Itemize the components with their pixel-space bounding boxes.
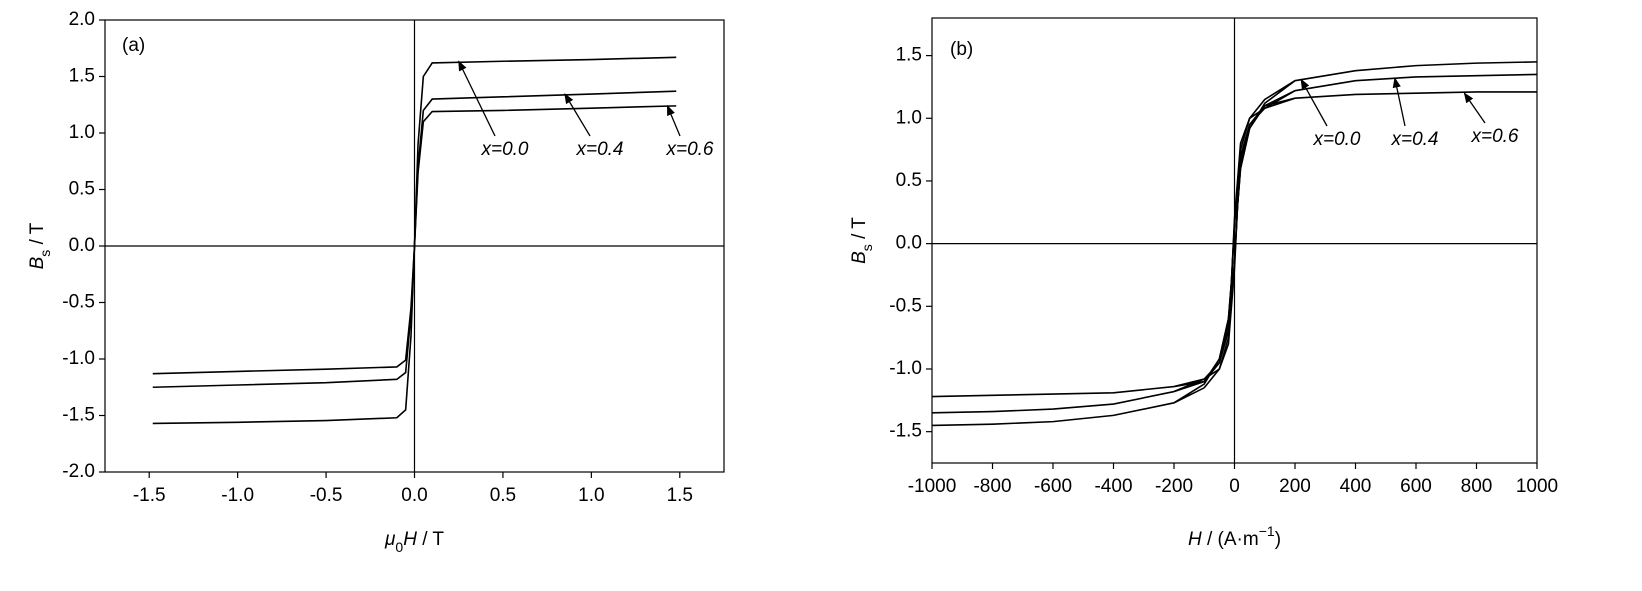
axis-label: μ0H / T bbox=[384, 529, 444, 555]
x-tick-label: 1.5 bbox=[667, 485, 693, 506]
y-tick-label: 0.5 bbox=[69, 179, 95, 200]
annotation-arrow bbox=[666, 104, 681, 137]
y-tick-label: -2.0 bbox=[62, 461, 95, 482]
axis-label-part: 0 bbox=[395, 539, 403, 555]
x-tick-label: -800 bbox=[973, 476, 1011, 497]
y-tick-label: -1.5 bbox=[62, 405, 95, 426]
curve bbox=[931, 91, 1537, 398]
annotation: x=0.0 bbox=[1312, 129, 1360, 150]
y-tick-label: -1.5 bbox=[889, 421, 922, 442]
axis-label-part: −1 bbox=[1259, 523, 1275, 539]
x-tick-label: 200 bbox=[1279, 476, 1311, 497]
x-tick-label: -200 bbox=[1155, 476, 1193, 497]
curve bbox=[152, 105, 677, 375]
y-tick-label: -0.5 bbox=[62, 292, 95, 313]
annotation-arrow bbox=[458, 60, 496, 137]
axis-label-part: / (A·m bbox=[1202, 529, 1259, 550]
axis-label-part: H bbox=[403, 529, 417, 550]
y-tick-label: 2.0 bbox=[69, 9, 95, 30]
y-tick-label: 1.0 bbox=[896, 107, 922, 128]
y-tick-label: 1.5 bbox=[896, 45, 922, 66]
annotation-arrow bbox=[1392, 77, 1406, 127]
x-tick-label: -0.5 bbox=[310, 485, 343, 506]
x-tick-label: 400 bbox=[1340, 476, 1372, 497]
x-tick-label: 800 bbox=[1461, 476, 1493, 497]
axis-label-part: s bbox=[37, 250, 53, 257]
axis-label-part: H bbox=[1188, 529, 1202, 550]
axis-label-part: / T bbox=[849, 217, 870, 244]
x-tick-label: 600 bbox=[1400, 476, 1432, 497]
annotation-arrow bbox=[1300, 78, 1328, 127]
x-tick-label: 1000 bbox=[1516, 476, 1558, 497]
x-tick-label: -1.0 bbox=[221, 485, 254, 506]
axis-label-part: / T bbox=[27, 222, 48, 249]
panel-label: (b) bbox=[950, 39, 973, 60]
axis-label-part: ) bbox=[1275, 529, 1281, 550]
x-tick-label: 0.0 bbox=[401, 485, 427, 506]
annotation-arrow bbox=[564, 93, 591, 137]
y-tick-label: 0.5 bbox=[896, 170, 922, 191]
annotation: x=0.4 bbox=[1390, 129, 1438, 150]
annotation: x=0.4 bbox=[575, 139, 623, 160]
axis-label-part: B bbox=[27, 256, 48, 269]
annotation: x=0.6 bbox=[665, 139, 713, 160]
x-tick-label: 0 bbox=[1229, 476, 1240, 497]
x-tick-label: 1.0 bbox=[578, 485, 604, 506]
x-tick-label: -1.5 bbox=[133, 485, 166, 506]
axis-label: Bs / T bbox=[849, 217, 875, 264]
x-tick-label: -1000 bbox=[908, 476, 957, 497]
axis-label-part: B bbox=[849, 251, 870, 264]
x-tick-label: -600 bbox=[1034, 476, 1072, 497]
x-tick-label: -400 bbox=[1094, 476, 1132, 497]
y-tick-label: -1.0 bbox=[889, 358, 922, 379]
y-tick-label: 1.0 bbox=[69, 122, 95, 143]
axis-label: H / (A·m−1) bbox=[1188, 523, 1281, 550]
y-tick-label: 0.0 bbox=[69, 235, 95, 256]
y-tick-label: 1.5 bbox=[69, 66, 95, 87]
panel-label: (a) bbox=[122, 35, 145, 56]
x-tick-label: 0.5 bbox=[490, 485, 516, 506]
annotation-arrow bbox=[1463, 92, 1486, 124]
y-tick-label: -1.0 bbox=[62, 348, 95, 369]
axis-label-part: / T bbox=[417, 529, 444, 550]
y-tick-label: -0.5 bbox=[889, 295, 922, 316]
annotation: x=0.6 bbox=[1470, 126, 1518, 147]
axis-label-part: s bbox=[859, 244, 875, 251]
axis-label-part: μ bbox=[384, 529, 396, 550]
axis-label: Bs / T bbox=[27, 222, 53, 269]
annotation: x=0.0 bbox=[480, 139, 528, 160]
y-tick-label: 0.0 bbox=[896, 233, 922, 254]
